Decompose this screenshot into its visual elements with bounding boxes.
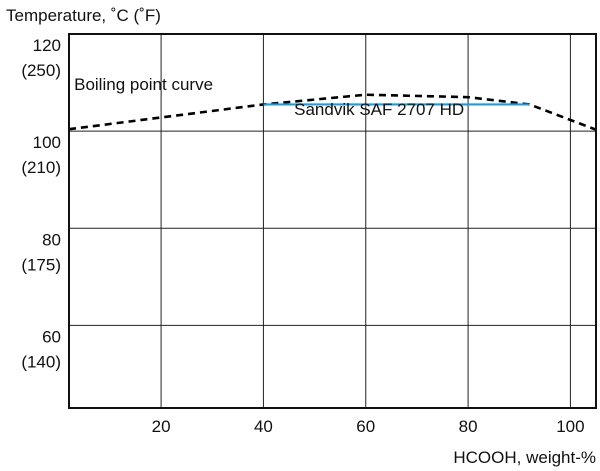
y-tick-sublabel: (175) bbox=[21, 255, 61, 274]
x-tick-label: 100 bbox=[556, 417, 584, 436]
plot-frame bbox=[68, 33, 597, 409]
saf-2707-hd-label: Sandvik SAF 2707 HD bbox=[294, 100, 464, 119]
x-tick-label: 80 bbox=[459, 417, 478, 436]
y-axis-title: Temperature, ˚C (˚F) bbox=[6, 6, 161, 25]
tick-labels: 20 40 60 80 100 120 (250) 100 (210) 80 (175) 60 (140… bbox=[21, 36, 584, 436]
annotations: Boiling point curve Sandvik SAF 2707 HD bbox=[74, 75, 464, 119]
y-tick-label: 120 bbox=[33, 36, 61, 55]
y-tick-sublabel: (250) bbox=[21, 61, 61, 80]
x-axis-title: HCOOH, weight-% bbox=[453, 448, 596, 467]
y-tick-label: 60 bbox=[42, 327, 61, 346]
x-tick-label: 20 bbox=[152, 417, 171, 436]
y-tick-label: 80 bbox=[42, 230, 61, 249]
boiling-point-curve bbox=[68, 93, 597, 131]
x-tick-label: 60 bbox=[356, 417, 375, 436]
boiling-point-curve-label: Boiling point curve bbox=[74, 75, 213, 94]
series-layer bbox=[68, 93, 597, 131]
y-tick-sublabel: (140) bbox=[21, 352, 61, 371]
y-tick-sublabel: (210) bbox=[21, 158, 61, 177]
y-tick-label: 100 bbox=[33, 133, 61, 152]
x-tick-label: 40 bbox=[254, 417, 273, 436]
